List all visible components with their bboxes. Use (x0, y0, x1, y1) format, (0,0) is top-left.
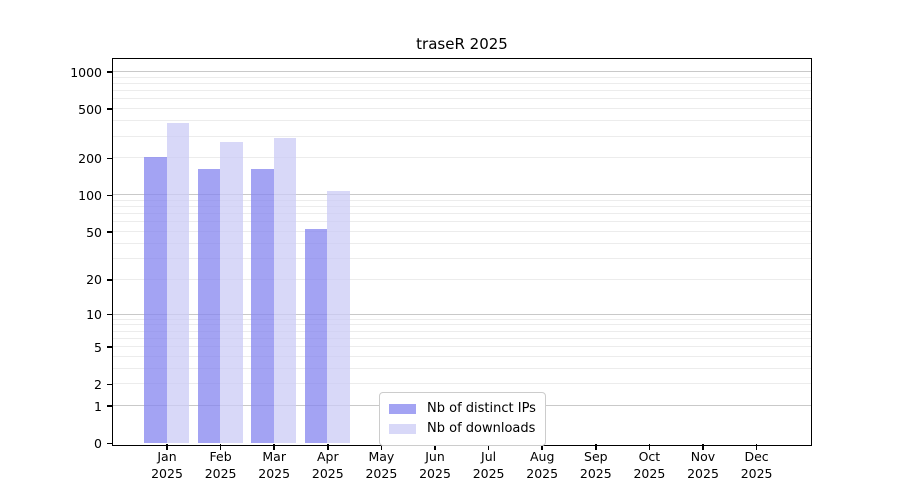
x-tick-label-jan: Jan 2025 (151, 449, 183, 481)
minor-gridline (113, 120, 811, 122)
y-tick (106, 231, 113, 233)
x-tick (380, 444, 383, 450)
x-tick (166, 444, 168, 450)
minor-gridline (113, 199, 811, 201)
y-tick (106, 442, 113, 445)
minor-gridline (113, 324, 811, 326)
bar-ips-mar (251, 168, 274, 443)
bar-downloads-jan (166, 123, 189, 443)
bar-ips-feb (197, 169, 221, 443)
minor-gridline (113, 157, 811, 159)
y-tick (106, 157, 113, 160)
minor-gridline (113, 221, 811, 223)
minor-gridline (113, 76, 811, 78)
x-tick-label-jul: Jul 2025 (472, 449, 505, 481)
minor-gridline (113, 346, 811, 348)
minor-gridline (113, 90, 811, 92)
bar-ips-jan (144, 157, 167, 443)
minor-gridline (113, 337, 811, 339)
y-tick-label: 1 (94, 398, 102, 414)
minor-gridline (113, 278, 811, 280)
x-tick (541, 444, 543, 450)
legend-label-distinct-ips: Nb of distinct IPs (427, 401, 536, 416)
minor-gridline (113, 318, 811, 320)
legend-item-distinct-ips: Nb of distinct IPs (389, 399, 536, 419)
bar-ips-apr (304, 228, 328, 443)
minor-gridline (113, 98, 811, 100)
x-tick (755, 444, 758, 450)
y-tick-label: 5 (94, 339, 102, 355)
x-tick (595, 444, 597, 450)
x-tick-label-oct: Oct 2025 (633, 449, 666, 481)
y-tick-label: 2 (94, 376, 102, 392)
minor-gridline (113, 206, 811, 208)
major-gridline (113, 71, 811, 72)
bar-downloads-apr (327, 191, 350, 443)
x-tick-label-mar: Mar 2025 (258, 449, 291, 481)
minor-gridline (113, 355, 811, 357)
x-tick (434, 444, 436, 450)
y-tick-label: 200 (78, 150, 102, 166)
bar-downloads-mar (273, 137, 297, 443)
minor-gridline (113, 108, 811, 110)
minor-gridline (113, 135, 811, 137)
bar-downloads-feb (220, 142, 243, 443)
x-tick-label-apr: Apr 2025 (311, 449, 344, 481)
x-tick (273, 444, 275, 450)
legend-swatch-ips-icon (389, 404, 416, 414)
x-tick (487, 444, 490, 450)
x-tick-label-jun: Jun 2025 (419, 449, 451, 481)
x-tick (648, 444, 651, 450)
y-tick (106, 108, 113, 110)
y-tick (106, 71, 113, 73)
minor-gridline (113, 257, 811, 259)
chart-title: traseR 2025 (416, 35, 508, 53)
y-tick (106, 383, 113, 386)
x-tick-label-feb: Feb 2025 (204, 449, 237, 481)
major-gridline (113, 194, 811, 196)
y-tick (106, 313, 113, 316)
major-gridline (113, 313, 811, 315)
x-tick-label-sep: Sep 2025 (579, 449, 612, 481)
minor-gridline (113, 242, 811, 244)
y-tick (106, 279, 113, 281)
y-tick-label: 50 (86, 224, 102, 240)
y-tick-label: 10 (86, 307, 102, 323)
minor-gridline (113, 367, 811, 369)
x-tick (702, 444, 704, 450)
y-tick-label: 100 (78, 187, 102, 203)
legend-label-downloads: Nb of downloads (427, 421, 536, 436)
y-tick-label: 0 (94, 436, 102, 451)
y-tick-label: 20 (86, 272, 102, 288)
y-tick (106, 346, 113, 348)
x-tick (219, 444, 222, 450)
x-tick-label-may: May 2025 (365, 449, 398, 481)
minor-gridline (113, 330, 811, 332)
y-tick (106, 194, 113, 197)
minor-gridline (113, 213, 811, 215)
minor-gridline (113, 231, 811, 233)
x-tick (327, 444, 329, 450)
y-tick (106, 405, 113, 407)
legend-item-downloads: Nb of downloads (389, 419, 536, 439)
y-tick-label: 500 (78, 101, 102, 117)
y-tick-label: 1000 (70, 64, 102, 80)
minor-gridline (113, 82, 811, 84)
minor-gridline (113, 383, 811, 385)
legend: Nb of distinct IPs Nb of downloads (379, 392, 546, 446)
legend-swatch-downloads-icon (389, 424, 416, 434)
plot-area (112, 58, 812, 446)
x-tick-label-nov: Nov 2025 (687, 449, 719, 481)
x-tick-label-dec: Dec 2025 (740, 449, 773, 481)
x-tick-label-aug: Aug 2025 (526, 449, 559, 481)
